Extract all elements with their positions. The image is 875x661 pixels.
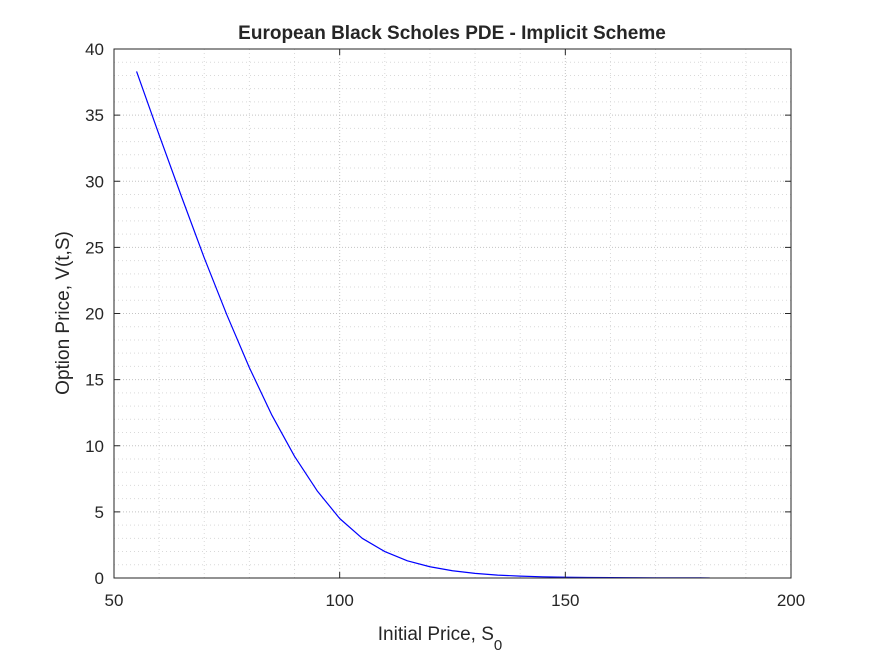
y-axis-label: Option Price, V(t,S) [53,231,74,395]
minor-grid [114,49,791,578]
y-tick-label: 40 [85,40,104,59]
x-axis-label-subscript: 0 [494,637,502,654]
ticks-layer [113,48,792,579]
y-tick-label: 35 [85,106,104,125]
y-tick-label: 5 [95,503,104,522]
x-axis-label: Initial Price, S0 [378,624,503,654]
plot-area [114,49,791,578]
y-tick-label: 25 [85,238,104,257]
tick-labels: 50 100 150 200 0 5 10 15 20 25 30 35 40 [85,40,805,610]
y-tick-label: 10 [85,437,104,456]
y-tick-label: 0 [95,569,104,588]
chart-title: European Black Scholes PDE - Implicit Sc… [238,23,666,44]
x-tick-label: 200 [777,591,805,610]
x-tick-label: 150 [551,591,579,610]
x-axis-label-text: Initial Price, S [378,624,494,645]
y-tick-label: 15 [85,371,104,390]
y-tick-label: 30 [85,172,104,191]
y-tick-label: 20 [85,305,104,324]
x-tick-label: 100 [325,591,353,610]
x-tick-label: 50 [105,591,124,610]
